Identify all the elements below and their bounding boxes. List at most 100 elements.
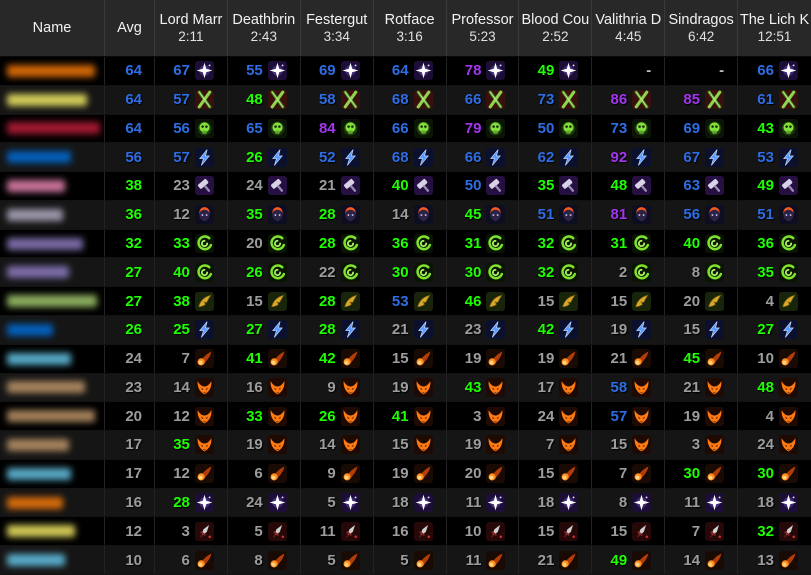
parse-cell[interactable]: 8 <box>592 488 666 517</box>
parse-cell[interactable]: 92 <box>592 143 666 172</box>
parse-cell[interactable]: 58 <box>592 373 666 402</box>
parse-cell[interactable]: 5 <box>228 517 301 546</box>
parse-cell[interactable]: 19 <box>374 373 447 402</box>
player-name-warrior[interactable] <box>0 402 105 431</box>
parse-cell[interactable]: 51 <box>519 200 593 229</box>
player-name-shaman[interactable] <box>0 316 105 344</box>
parse-cell[interactable]: 20 <box>228 229 301 258</box>
parse-cell[interactable]: 28 <box>301 200 374 229</box>
parse-cell[interactable]: 15 <box>519 287 593 315</box>
column-header-festergut[interactable]: Festergut 3:34 <box>301 0 374 56</box>
parse-cell[interactable]: 19 <box>592 316 666 344</box>
parse-cell[interactable]: 85 <box>665 85 739 114</box>
parse-cell[interactable]: 12 <box>155 459 228 488</box>
player-name-warrior[interactable] <box>0 373 105 402</box>
parse-cell[interactable]: 7 <box>665 517 739 546</box>
parse-cell[interactable]: 31 <box>592 229 666 258</box>
column-header-valithria-d[interactable]: Valithria D 4:45 <box>592 0 666 56</box>
parse-cell[interactable]: 35 <box>228 200 301 229</box>
parse-cell[interactable]: 86 <box>592 85 666 114</box>
parse-cell[interactable]: 57 <box>155 143 228 172</box>
column-header-avg[interactable]: Avg <box>105 0 155 56</box>
parse-cell[interactable]: 15 <box>374 431 447 459</box>
parse-cell[interactable]: 23 <box>447 316 520 344</box>
parse-cell[interactable]: 19 <box>228 431 301 459</box>
player-name-rogue[interactable] <box>0 85 105 114</box>
parse-cell[interactable]: 73 <box>592 114 666 143</box>
parse-cell[interactable]: 41 <box>374 402 447 431</box>
parse-cell[interactable]: 11 <box>447 546 520 574</box>
parse-cell[interactable]: 50 <box>447 172 520 200</box>
parse-cell[interactable]: 6 <box>228 459 301 488</box>
parse-cell[interactable]: 30 <box>374 258 447 287</box>
player-name-warrior[interactable] <box>0 431 105 459</box>
parse-cell[interactable]: 69 <box>665 114 739 143</box>
parse-cell[interactable]: 15 <box>228 287 301 315</box>
parse-cell[interactable]: 18 <box>519 488 593 517</box>
parse-cell[interactable]: 66 <box>738 57 811 85</box>
parse-cell[interactable]: 40 <box>155 258 228 287</box>
parse-cell[interactable]: 24 <box>228 172 301 200</box>
parse-cell[interactable]: 63 <box>665 172 739 200</box>
column-header-professor[interactable]: Professor 5:23 <box>447 0 520 56</box>
parse-cell[interactable]: 61 <box>738 86 811 114</box>
parse-cell[interactable]: 19 <box>374 459 447 488</box>
player-name-priest[interactable] <box>0 200 105 229</box>
parse-cell[interactable]: 68 <box>374 143 447 172</box>
parse-cell[interactable]: 5 <box>301 546 374 574</box>
parse-cell[interactable]: 48 <box>228 85 301 114</box>
parse-cell[interactable]: 14 <box>665 546 739 574</box>
parse-cell[interactable]: 3 <box>665 431 739 459</box>
parse-cell[interactable]: 26 <box>228 143 301 172</box>
parse-cell[interactable]: 11 <box>301 517 374 546</box>
player-name-warlock[interactable] <box>0 229 105 258</box>
parse-cell[interactable]: 78 <box>447 57 520 85</box>
parse-cell[interactable]: 21 <box>592 344 666 373</box>
parse-cell[interactable]: 28 <box>301 316 374 344</box>
parse-cell[interactable]: 45 <box>665 344 739 373</box>
parse-cell[interactable]: 56 <box>665 200 739 229</box>
parse-cell[interactable]: 10 <box>738 345 811 373</box>
parse-cell[interactable]: 28 <box>155 488 228 517</box>
parse-cell[interactable]: 33 <box>155 229 228 258</box>
parse-cell[interactable]: 24 <box>738 431 811 459</box>
parse-cell[interactable]: 68 <box>374 85 447 114</box>
column-header-rotface[interactable]: Rotface 3:16 <box>374 0 447 56</box>
parse-cell[interactable]: 56 <box>155 114 228 143</box>
parse-cell[interactable]: 30 <box>447 258 520 287</box>
parse-cell[interactable]: 11 <box>665 488 739 517</box>
parse-cell[interactable]: 46 <box>447 287 520 315</box>
parse-cell[interactable]: 11 <box>447 488 520 517</box>
parse-cell[interactable]: 32 <box>738 517 811 545</box>
parse-cell[interactable]: 84 <box>301 114 374 143</box>
player-name-shaman[interactable] <box>0 143 105 172</box>
player-name-druid[interactable] <box>0 488 105 517</box>
parse-cell[interactable]: 18 <box>738 489 811 517</box>
column-header-name[interactable]: Name <box>0 0 105 56</box>
parse-cell[interactable]: 13 <box>738 546 811 574</box>
parse-cell[interactable]: 79 <box>447 114 520 143</box>
parse-cell[interactable]: 42 <box>519 316 593 344</box>
parse-cell[interactable]: 24 <box>519 402 593 431</box>
parse-cell[interactable]: 66 <box>447 85 520 114</box>
parse-cell[interactable]: 33 <box>228 402 301 431</box>
parse-cell[interactable]: 30 <box>665 459 739 488</box>
column-header-blood-cou[interactable]: Blood Cou 2:52 <box>519 0 593 56</box>
parse-cell[interactable]: 30 <box>738 460 811 488</box>
player-name-warlock[interactable] <box>0 258 105 287</box>
parse-cell[interactable]: 51 <box>738 201 811 229</box>
parse-cell[interactable]: 19 <box>519 344 593 373</box>
parse-cell[interactable]: 8 <box>228 546 301 574</box>
parse-cell[interactable]: 49 <box>738 172 811 200</box>
parse-cell[interactable]: 26 <box>301 402 374 431</box>
parse-cell[interactable]: 7 <box>592 459 666 488</box>
parse-cell[interactable]: 28 <box>301 287 374 315</box>
parse-cell[interactable]: 19 <box>665 402 739 431</box>
parse-cell[interactable]: 5 <box>374 546 447 574</box>
player-name-mage[interactable] <box>0 459 105 488</box>
parse-cell[interactable]: 43 <box>447 373 520 402</box>
parse-cell[interactable]: 53 <box>738 143 811 171</box>
parse-cell[interactable]: 8 <box>665 258 739 287</box>
parse-cell[interactable]: 32 <box>519 258 593 287</box>
parse-cell[interactable]: 4 <box>738 402 811 430</box>
